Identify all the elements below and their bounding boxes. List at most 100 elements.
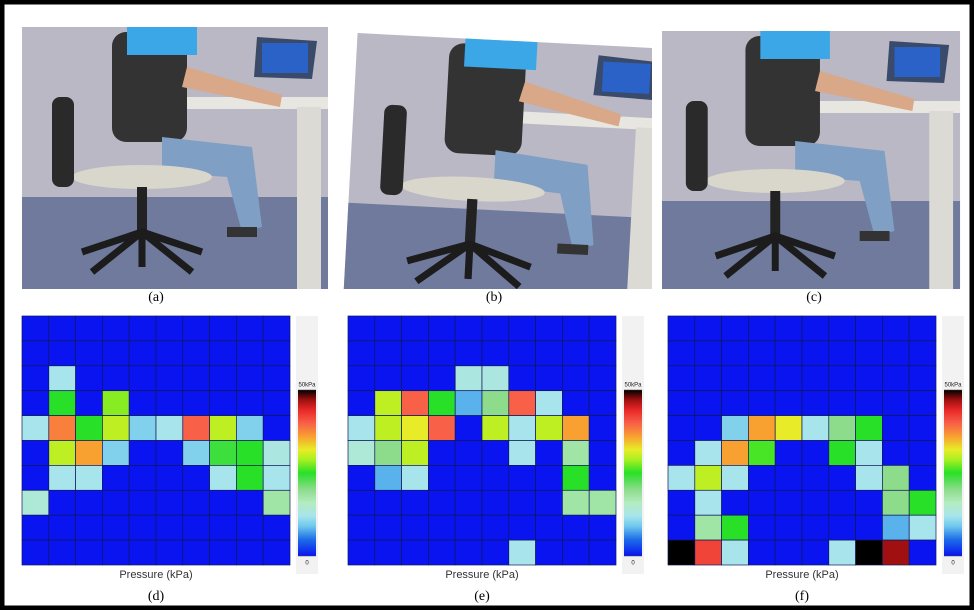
heatmap-cell [129,465,156,490]
heatmap-cell [263,391,290,416]
heatmap-cell [49,465,76,490]
heatmap-cell [129,540,156,565]
heatmap-cell [49,391,76,416]
heatmap-cell [76,341,103,366]
heatmap-cell [236,391,263,416]
heatmap-cell [562,490,589,515]
heatmap-cell [428,441,455,466]
heatmap-cell [455,316,482,341]
heatmap-cell [49,515,76,540]
heatmap-cell [802,490,829,515]
heatmap-cell [829,515,856,540]
heatmap-cell [375,441,402,466]
heatmap-cell [348,341,375,366]
heatmap-cell [748,441,775,466]
heatmap-cell [210,490,237,515]
heatmap-cell [455,391,482,416]
heatmap-cell [22,391,49,416]
heatmap-cell [102,515,129,540]
heatmap-cell [589,341,616,366]
heatmap-cell [509,316,536,341]
heatmap-cell [909,465,936,490]
heatmap-cell [748,416,775,441]
photo [656,31,960,293]
heatmap-cell [856,391,883,416]
heatmap-cell [668,490,695,515]
heatmap-cell [76,416,103,441]
heatmap-cell [210,515,237,540]
heatmap-cell [455,416,482,441]
heatmap-cell [129,441,156,466]
heatmap-cell [695,416,722,441]
heatmap-cell [375,341,402,366]
heatmap-cell [236,441,263,466]
heatmap-cell [829,441,856,466]
heatmap-cell [668,465,695,490]
heatmap-cell [722,341,749,366]
photo [343,33,672,311]
heatmap-cell [562,416,589,441]
heatmap-cell [536,341,563,366]
heatmap-cell [22,540,49,565]
colorbar [624,390,642,556]
heatmap-cell [210,341,237,366]
heatmap-cell [22,416,49,441]
heatmap-cell [210,366,237,391]
heatmap-cell [428,316,455,341]
heatmap-cell [263,465,290,490]
heatmap-cell [156,316,183,341]
heatmap-cell [775,465,802,490]
heatmap-cell [102,341,129,366]
caption: (d) [148,589,165,604]
heatmap-cell [536,391,563,416]
heatmap-cell [263,416,290,441]
axis-label: Pressure (kPa) [119,569,192,581]
heatmap-cell [802,341,829,366]
heatmap-cell [668,416,695,441]
heatmap-cell [695,515,722,540]
heatmap-cell [156,465,183,490]
heatmap-cell [183,441,210,466]
heatmap-cell [183,341,210,366]
heatmap-cell [263,515,290,540]
heatmap-cell [402,515,429,540]
heatmap-cell [909,540,936,565]
heatmap-cell [348,391,375,416]
heatmap-cell [102,441,129,466]
heatmap-cell [589,316,616,341]
heatmap-cell [536,490,563,515]
heatmap-cell [775,341,802,366]
heatmap-cell [509,416,536,441]
heatmap-cell [102,490,129,515]
heatmap-cell [722,540,749,565]
heatmap-cell [748,465,775,490]
heatmap-cell [909,391,936,416]
heatmap-cell [668,316,695,341]
heatmap-cell [348,490,375,515]
figure: (a) (b) (c) 50kPa0Pressure (kPa)(d)50kPa… [0,0,974,610]
heatmap-cell [22,341,49,366]
heatmap-cell [722,316,749,341]
heatmap-cell [589,515,616,540]
heatmap-cell [236,465,263,490]
heatmap-cell [536,366,563,391]
heatmap-cell [455,366,482,391]
heatmap-cell [428,341,455,366]
heatmap-cell [156,366,183,391]
heatmap-cell [348,316,375,341]
heatmap-cell [722,416,749,441]
heatmap-cell [668,341,695,366]
heatmap-cell [49,316,76,341]
heatmap-cell [909,441,936,466]
heatmap-cell [856,465,883,490]
heatmap-cell [22,515,49,540]
heatmap-cell [775,416,802,441]
heatmap-cell [263,540,290,565]
heatmap-cell [263,341,290,366]
heatmap-cell [428,540,455,565]
heatmap-cell [236,316,263,341]
heatmap-cell [856,316,883,341]
heatmap-cell [482,316,509,341]
heatmap-cell [129,416,156,441]
heatmap-cell [695,366,722,391]
